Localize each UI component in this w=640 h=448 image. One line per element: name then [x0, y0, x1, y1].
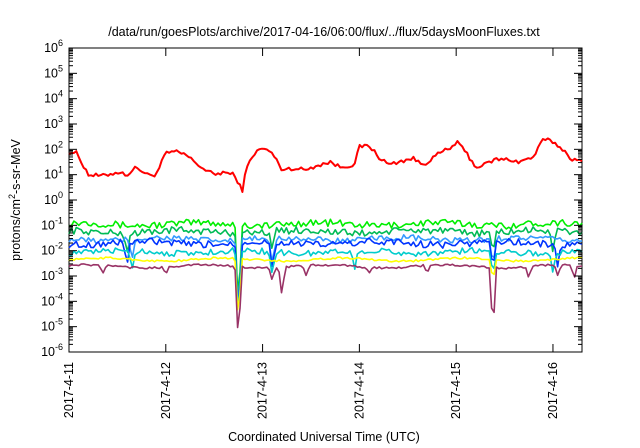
series-line: [68, 218, 583, 294]
plot-area: 10-6 10-5 10-4 10-3 10-2 10-1 100 101 102 103 104 1…: [41, 38, 583, 419]
x-tick-label: 2017-4-16: [546, 362, 560, 419]
y-tick-label: 104: [44, 89, 63, 106]
x-tick-label: 2017-4-11: [62, 362, 76, 418]
series-line: [68, 137, 583, 193]
series-line: [68, 256, 583, 311]
series-line: [68, 246, 583, 309]
series-line: [68, 226, 583, 298]
x-tick-label: 2017-4-14: [352, 362, 366, 419]
y-tick-label: 103: [44, 114, 63, 131]
y-tick-label: 10-3: [41, 266, 63, 283]
x-axis: 2017-4-11 2017-4-12 2017-4-13 2017-4-14 2017…: [62, 48, 560, 419]
chart-title: /data/run/goesPlots/archive/2017-04-16/0…: [108, 25, 540, 39]
x-tick-label: 2017-4-13: [256, 362, 270, 419]
y-tick-label: 10-6: [41, 342, 63, 359]
y-tick-label: 102: [44, 139, 63, 156]
x-tick-label: 2017-4-15: [449, 362, 463, 419]
plot-frame: [68, 47, 583, 353]
y-tick-label: 10-2: [41, 241, 63, 258]
y-axis: 10-6 10-5 10-4 10-3 10-2 10-1 100 101 102 103 104 1…: [41, 38, 582, 359]
y-tick-label: 10-4: [41, 291, 63, 308]
y-tick-label: 100: [44, 190, 63, 207]
y-axis-label: protons/cm2-s-sr-MeV: [7, 138, 23, 260]
y-tick-label: 106: [44, 38, 63, 55]
x-axis-label: Coordinated Universal Time (UTC): [228, 430, 420, 444]
series-layer: [68, 137, 583, 329]
series-line: [68, 237, 583, 305]
y-tick-label: 101: [44, 165, 63, 182]
series-line: [68, 263, 583, 329]
x-tick-label: 2017-4-12: [159, 362, 173, 419]
y-tick-label: 10-1: [41, 215, 63, 232]
y-tick-label: 105: [44, 63, 63, 80]
y-tick-label: 10-5: [41, 317, 63, 334]
